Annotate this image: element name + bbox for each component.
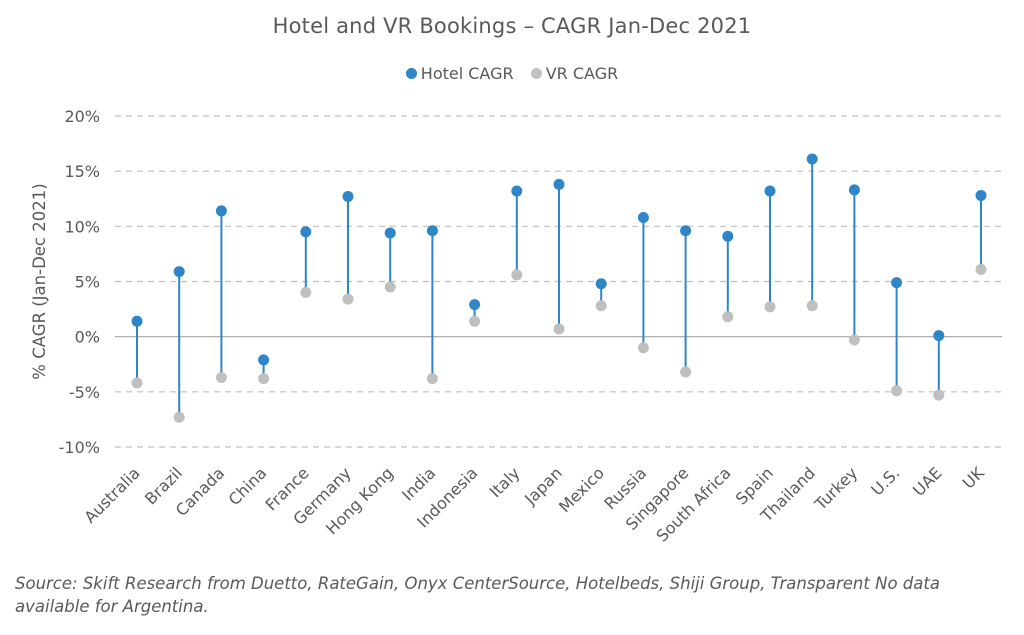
x-tick-label: U.S.	[867, 463, 903, 499]
legend-dot-vr-icon	[530, 68, 542, 79]
vr-point	[764, 301, 776, 313]
hotel-point	[469, 299, 481, 311]
vr-point	[722, 311, 734, 323]
hotel-point	[553, 178, 565, 190]
vr-point	[131, 377, 143, 389]
legend-item-hotel: Hotel CAGR	[405, 64, 514, 83]
x-tick-label: UAE	[909, 463, 946, 500]
y-tick-label: 15%	[64, 162, 100, 181]
y-tick-label: 0%	[75, 328, 100, 347]
hotel-point	[806, 153, 818, 165]
hotel-point	[891, 277, 903, 289]
hotel-point	[215, 205, 227, 217]
hotel-point	[637, 212, 649, 224]
vr-point	[342, 293, 354, 305]
vr-point	[215, 371, 227, 383]
hotel-point	[131, 315, 143, 327]
vr-point	[975, 263, 987, 275]
legend-label-hotel: Hotel CAGR	[420, 64, 514, 83]
vr-point	[173, 411, 185, 423]
vr-point	[848, 334, 860, 346]
x-tick-label: Italy	[486, 463, 524, 501]
x-tick-label: Australia	[80, 463, 143, 526]
legend-label-vr: VR CAGR	[545, 64, 619, 83]
hotel-point	[258, 354, 270, 366]
hotel-point	[384, 227, 396, 239]
hotel-point	[426, 225, 438, 237]
vr-point	[511, 269, 523, 281]
vr-point	[300, 287, 312, 299]
vr-point	[891, 385, 903, 397]
source-note: Source: Skift Research from Duetto, Rate…	[15, 574, 940, 616]
y-tick-label: 20%	[64, 107, 100, 126]
legend-item-vr: VR CAGR	[530, 64, 619, 83]
vr-point	[806, 300, 818, 312]
y-tick-label: -10%	[59, 438, 100, 457]
y-tick-label: 5%	[75, 273, 100, 292]
plot-area: -10% -5% 0% 5% 10% 15% 20% % CAGR (Jan-Dec 2021…	[30, 107, 1002, 546]
hotel-point	[722, 230, 734, 242]
vr-point	[595, 300, 607, 312]
hotel-point	[848, 184, 860, 196]
x-tick-label: South Africa	[652, 463, 734, 545]
hotel-point	[300, 226, 312, 238]
hotel-point	[933, 330, 945, 342]
hotel-point	[511, 185, 523, 197]
vr-point	[553, 323, 565, 335]
vr-point	[680, 366, 692, 378]
legend-dot-hotel-icon	[405, 68, 417, 79]
y-axis-label: % CAGR (Jan-Dec 2021)	[30, 183, 49, 379]
hotel-point	[764, 185, 776, 197]
y-tick-label: -5%	[69, 383, 100, 402]
y-tick-label: 10%	[64, 217, 100, 236]
hotel-point	[975, 189, 987, 201]
vr-point	[384, 281, 396, 293]
x-tick-label: Turkey	[810, 463, 861, 514]
vr-point	[469, 315, 481, 327]
x-tick-label: UK	[959, 463, 988, 492]
hotel-point	[342, 191, 354, 203]
x-tick-label: Mexico	[555, 463, 608, 516]
vr-point	[426, 373, 438, 385]
hotel-point	[680, 225, 692, 237]
legend: Hotel CAGR VR CAGR	[0, 64, 1024, 83]
chart-title: Hotel and VR Bookings – CAGR Jan-Dec 202…	[272, 14, 752, 38]
vr-point	[637, 342, 649, 354]
vr-point	[933, 389, 945, 401]
hotel-point	[595, 278, 607, 290]
hotel-point	[173, 266, 185, 278]
vr-point	[258, 373, 270, 385]
